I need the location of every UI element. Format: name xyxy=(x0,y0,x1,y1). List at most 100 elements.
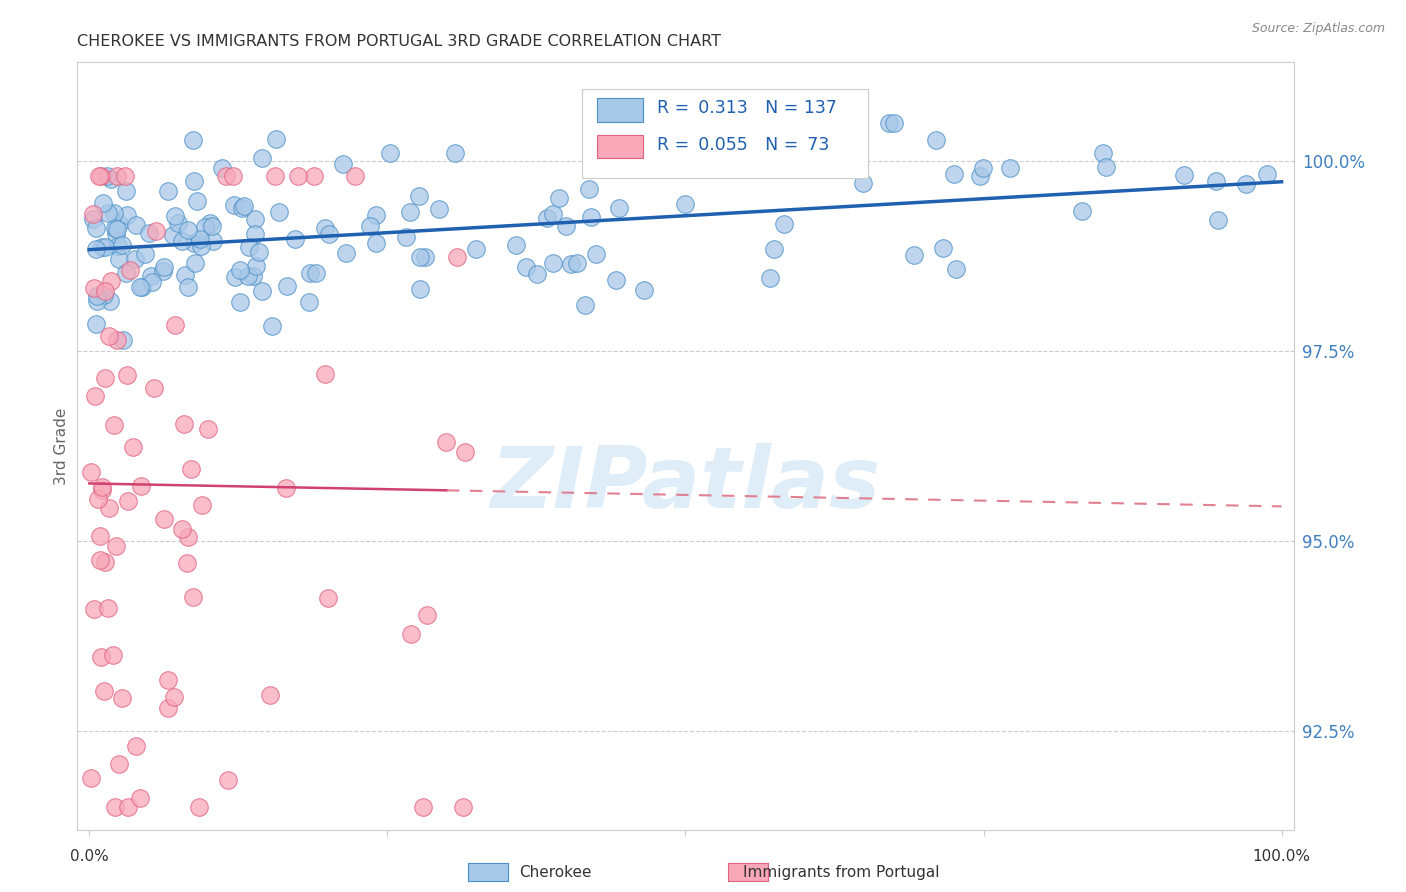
Text: ZIPatlas: ZIPatlas xyxy=(491,442,880,526)
Point xyxy=(166,216,188,230)
Point xyxy=(157,673,180,688)
Point xyxy=(541,255,564,269)
Point xyxy=(90,480,112,494)
Point xyxy=(96,169,118,184)
Point xyxy=(183,174,205,188)
Point xyxy=(105,539,128,553)
Point xyxy=(555,219,578,233)
Point xyxy=(305,266,328,280)
Point xyxy=(284,232,307,246)
Point xyxy=(107,239,129,253)
Point xyxy=(243,212,266,227)
Point xyxy=(190,239,212,253)
Point xyxy=(409,250,432,264)
Point xyxy=(231,201,253,215)
Point xyxy=(314,367,336,381)
Point xyxy=(83,281,105,295)
Point xyxy=(247,245,270,260)
Point xyxy=(446,250,468,264)
Point xyxy=(762,242,785,256)
Point xyxy=(344,169,367,184)
Text: 0.0%: 0.0% xyxy=(70,848,108,863)
Point xyxy=(416,607,439,622)
Point xyxy=(172,234,194,248)
Point xyxy=(82,206,104,220)
Point xyxy=(184,256,207,270)
Point xyxy=(103,206,125,220)
Point xyxy=(100,274,122,288)
Point xyxy=(314,221,336,235)
Point xyxy=(1000,161,1022,176)
Point xyxy=(94,285,117,299)
Point xyxy=(153,512,176,526)
Point xyxy=(1205,174,1227,188)
Point xyxy=(115,184,138,198)
Point xyxy=(1256,168,1278,182)
Text: Immigrants from Portugal: Immigrants from Portugal xyxy=(742,865,939,880)
Point xyxy=(269,204,291,219)
Point xyxy=(170,522,193,536)
Point xyxy=(464,242,486,256)
Point xyxy=(932,241,955,255)
Point xyxy=(263,169,285,184)
Point xyxy=(108,217,131,231)
Point xyxy=(412,799,434,814)
Point xyxy=(242,269,264,284)
Point xyxy=(399,626,422,640)
Point xyxy=(228,262,250,277)
Point xyxy=(298,266,321,280)
Point xyxy=(162,228,184,243)
Point xyxy=(1173,168,1195,182)
Point xyxy=(93,684,115,698)
Point xyxy=(115,208,138,222)
Point xyxy=(97,600,120,615)
Point xyxy=(302,169,325,184)
Point xyxy=(145,224,167,238)
Point xyxy=(141,268,163,283)
Point xyxy=(156,701,179,715)
Text: CHEROKEE VS IMMIGRANTS FROM PORTUGAL 3RD GRADE CORRELATION CHART: CHEROKEE VS IMMIGRANTS FROM PORTUGAL 3RD… xyxy=(77,34,721,49)
Point xyxy=(138,226,160,240)
Point xyxy=(124,252,146,267)
Point xyxy=(181,133,204,147)
Point xyxy=(117,494,139,508)
Point xyxy=(105,169,128,184)
Point xyxy=(176,223,198,237)
Point xyxy=(101,648,124,662)
Point xyxy=(93,370,115,384)
Point xyxy=(579,211,602,225)
Point xyxy=(100,294,122,309)
Point xyxy=(243,227,266,241)
Point xyxy=(773,217,796,231)
Point xyxy=(264,132,287,146)
Point xyxy=(105,333,128,347)
Point xyxy=(100,172,122,186)
Point xyxy=(89,529,111,543)
Point xyxy=(877,116,900,130)
Point xyxy=(259,688,281,702)
Point xyxy=(186,194,208,208)
Point xyxy=(114,266,136,280)
Point xyxy=(183,235,205,250)
Point xyxy=(180,462,202,476)
Point xyxy=(408,189,430,203)
Point xyxy=(1206,212,1229,227)
Point xyxy=(181,590,204,604)
Point xyxy=(222,169,245,184)
Point xyxy=(515,260,537,275)
Point xyxy=(194,220,217,235)
Point xyxy=(245,259,267,273)
Point xyxy=(87,492,110,507)
Point xyxy=(129,478,152,492)
Point xyxy=(413,250,436,264)
Point xyxy=(86,318,108,332)
Point xyxy=(1091,145,1114,160)
Point xyxy=(105,227,128,241)
Point xyxy=(141,276,163,290)
Point xyxy=(852,176,875,190)
Point xyxy=(574,298,596,312)
Text: 100.0%: 100.0% xyxy=(1253,848,1310,863)
Point xyxy=(111,238,134,252)
Point xyxy=(153,260,176,274)
Point xyxy=(111,333,134,347)
